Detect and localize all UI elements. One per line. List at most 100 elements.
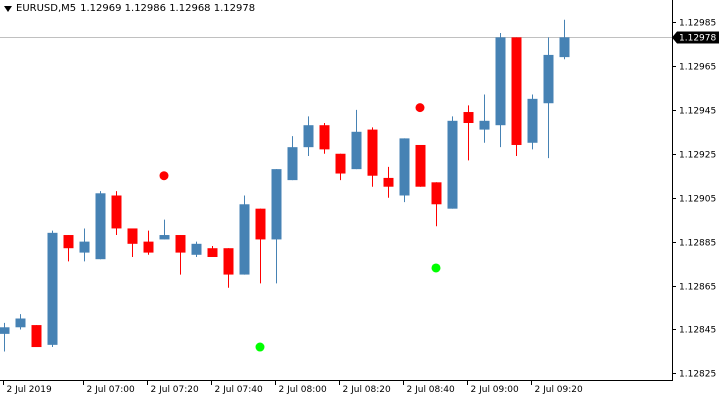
candle (351, 109, 362, 170)
x-tick-label: 2 Jul 08:00 (279, 385, 328, 395)
candle (271, 169, 282, 284)
candle (415, 144, 426, 187)
candle-body (447, 120, 458, 209)
candle (143, 230, 154, 255)
y-tick-label: 1.12985 (679, 19, 716, 29)
candle (303, 116, 314, 156)
y-tick-label: 1.12845 (679, 326, 716, 336)
x-tick-label: 2 Jul 07:00 (87, 385, 136, 395)
y-tick-label: 1.12825 (679, 370, 716, 380)
candle (495, 32, 506, 148)
candle-body (479, 120, 490, 130)
candle (543, 37, 554, 159)
candle-body (239, 204, 250, 275)
candle-body (207, 248, 218, 257)
candle-body (431, 182, 442, 205)
candle (431, 182, 442, 227)
candle-body (319, 125, 330, 150)
candle-body (399, 138, 410, 196)
candle (191, 241, 202, 257)
candle (239, 195, 250, 275)
current-price-tag: 1.12978 (672, 31, 719, 44)
candle (383, 166, 394, 198)
candle (255, 208, 266, 284)
buy-signal-dot (431, 263, 441, 273)
candle-body (495, 37, 506, 126)
candle (447, 116, 458, 209)
candle (95, 191, 106, 260)
candle (63, 235, 74, 262)
ohlc-values: 1.12969 1.12986 1.12968 1.12978 (80, 3, 256, 14)
candle-body (159, 235, 170, 240)
x-tick-label: 2 Jul 08:20 (343, 385, 392, 395)
candle (463, 105, 474, 161)
candle-body (127, 228, 138, 244)
candle-body (143, 241, 154, 253)
candle (127, 228, 138, 257)
candle (47, 230, 58, 348)
candle (223, 248, 234, 288)
y-tick-label: 1.12885 (679, 239, 716, 249)
candle (31, 325, 42, 348)
candle (479, 94, 490, 143)
y-tick-label: 1.12945 (679, 107, 716, 117)
candle (111, 191, 122, 236)
signals-layer (159, 103, 441, 352)
candle-body (47, 232, 58, 345)
candle-body (463, 112, 474, 124)
candle-body (79, 241, 90, 253)
candle-body (303, 125, 314, 148)
candle-body (271, 169, 282, 240)
candle (559, 19, 570, 60)
candle-body (287, 147, 298, 181)
y-tick-label: 1.12925 (679, 151, 716, 161)
candles-layer (0, 19, 570, 352)
candle (527, 94, 538, 150)
y-tick-label: 1.12865 (679, 283, 716, 293)
candle-body (335, 153, 346, 174)
dropdown-triangle-icon[interactable] (4, 5, 12, 12)
x-tick-label: 2 Jul 09:20 (535, 385, 584, 395)
candle-body (559, 37, 570, 58)
candle-body (255, 208, 266, 240)
candle (79, 228, 90, 262)
candle-body (15, 318, 26, 328)
x-tick-label: 2 Jul 08:40 (407, 385, 456, 395)
candle (399, 138, 410, 203)
candle (159, 219, 170, 240)
candle-body (63, 235, 74, 249)
candle-body (95, 193, 106, 260)
candle-body (543, 54, 554, 104)
candle (175, 235, 186, 275)
x-tick-label: 2 Jul 2019 (7, 385, 52, 395)
candle-body (351, 131, 362, 170)
y-tick-label: 1.12965 (679, 63, 716, 73)
price-axis[interactable]: 1.12985 1.12965 1.12945 1.12925 1.12905 1.128… (672, 19, 719, 380)
candle-body (191, 243, 202, 255)
chart-header: EURUSD,M5 1.12969 1.12986 1.12968 1.1297… (4, 3, 255, 14)
candle (319, 123, 330, 154)
candle-body (0, 327, 10, 334)
x-tick-label: 2 Jul 07:20 (151, 385, 200, 395)
candle-body (511, 37, 522, 145)
sell-signal-dot (159, 171, 169, 181)
candle (0, 322, 10, 352)
y-tick-label: 1.12905 (679, 195, 716, 205)
sell-signal-dot (415, 103, 425, 113)
x-tick-label: 2 Jul 07:40 (215, 385, 264, 395)
candle (287, 136, 298, 181)
candle-body (383, 177, 394, 187)
time-axis[interactable]: 2 Jul 2019 2 Jul 07:00 2 Jul 07:20 2 Jul 07… (3, 380, 584, 395)
candle-body (31, 325, 42, 348)
candle-body (367, 129, 378, 176)
candle (335, 153, 346, 181)
candle (511, 37, 522, 156)
candle (367, 127, 378, 187)
candle-body (175, 235, 186, 253)
symbol-label: EURUSD,M5 (16, 3, 77, 14)
x-tick-label: 2 Jul 09:00 (471, 385, 520, 395)
candle-body (223, 248, 234, 275)
candle-body (415, 144, 426, 187)
